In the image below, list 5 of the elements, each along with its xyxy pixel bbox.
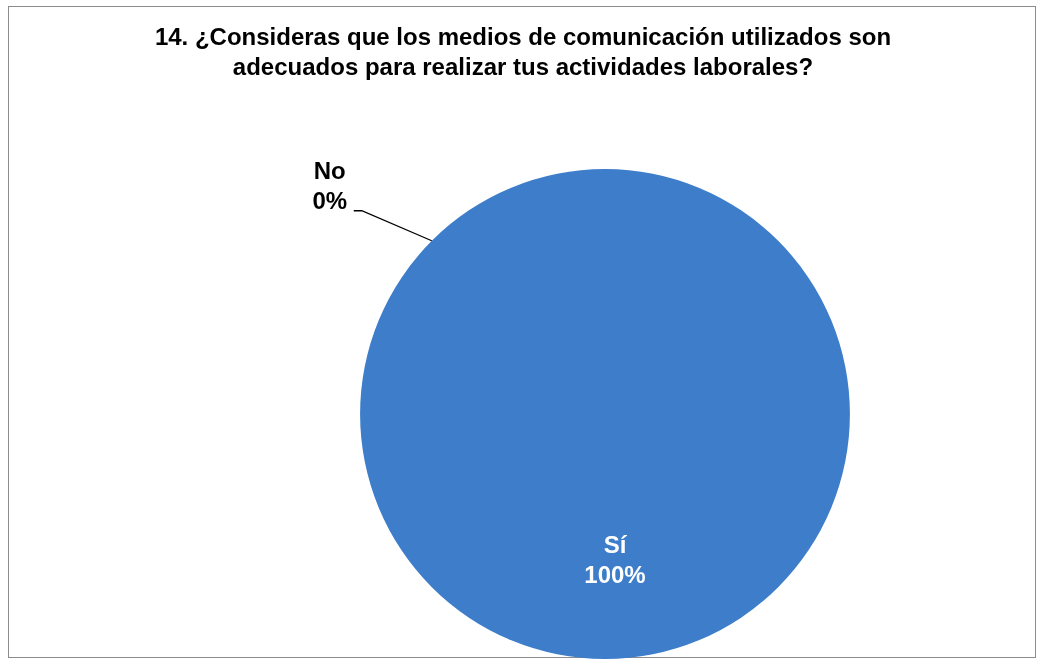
category-label: No [313, 156, 346, 184]
data-label: 100% [584, 560, 646, 588]
text: 0% [312, 186, 348, 214]
chart-title: 14. ¿Consideras que los medios de comunicación utilizados son adecuados para realizar tus actividades laborales? [153, 22, 893, 82]
slice-label: Sí [603, 530, 628, 558]
